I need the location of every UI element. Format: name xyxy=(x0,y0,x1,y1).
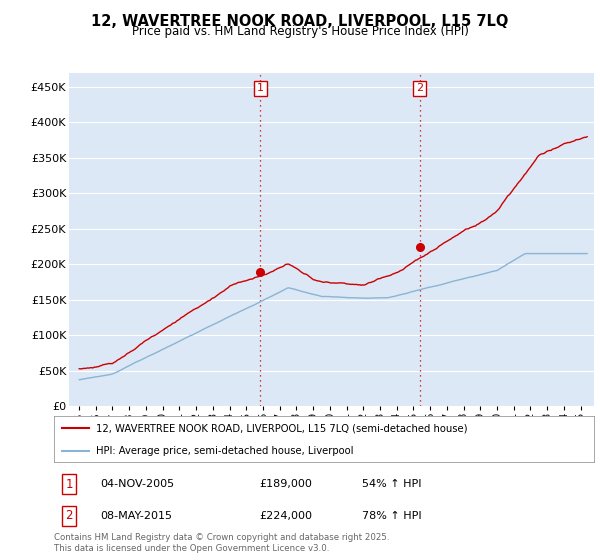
Text: HPI: Average price, semi-detached house, Liverpool: HPI: Average price, semi-detached house,… xyxy=(96,446,353,455)
Text: 1: 1 xyxy=(65,478,73,491)
Text: £224,000: £224,000 xyxy=(259,511,312,521)
Text: Price paid vs. HM Land Registry's House Price Index (HPI): Price paid vs. HM Land Registry's House … xyxy=(131,25,469,38)
Text: 1: 1 xyxy=(257,83,264,94)
Text: 12, WAVERTREE NOOK ROAD, LIVERPOOL, L15 7LQ: 12, WAVERTREE NOOK ROAD, LIVERPOOL, L15 … xyxy=(91,14,509,29)
Text: 12, WAVERTREE NOOK ROAD, LIVERPOOL, L15 7LQ (semi-detached house): 12, WAVERTREE NOOK ROAD, LIVERPOOL, L15 … xyxy=(96,423,467,433)
Text: £189,000: £189,000 xyxy=(259,479,312,489)
Text: 2: 2 xyxy=(416,83,423,94)
Text: 2: 2 xyxy=(65,509,73,522)
Text: 04-NOV-2005: 04-NOV-2005 xyxy=(100,479,174,489)
Text: 78% ↑ HPI: 78% ↑ HPI xyxy=(362,511,421,521)
Text: 54% ↑ HPI: 54% ↑ HPI xyxy=(362,479,421,489)
Text: Contains HM Land Registry data © Crown copyright and database right 2025.
This d: Contains HM Land Registry data © Crown c… xyxy=(54,533,389,553)
Text: 08-MAY-2015: 08-MAY-2015 xyxy=(100,511,172,521)
